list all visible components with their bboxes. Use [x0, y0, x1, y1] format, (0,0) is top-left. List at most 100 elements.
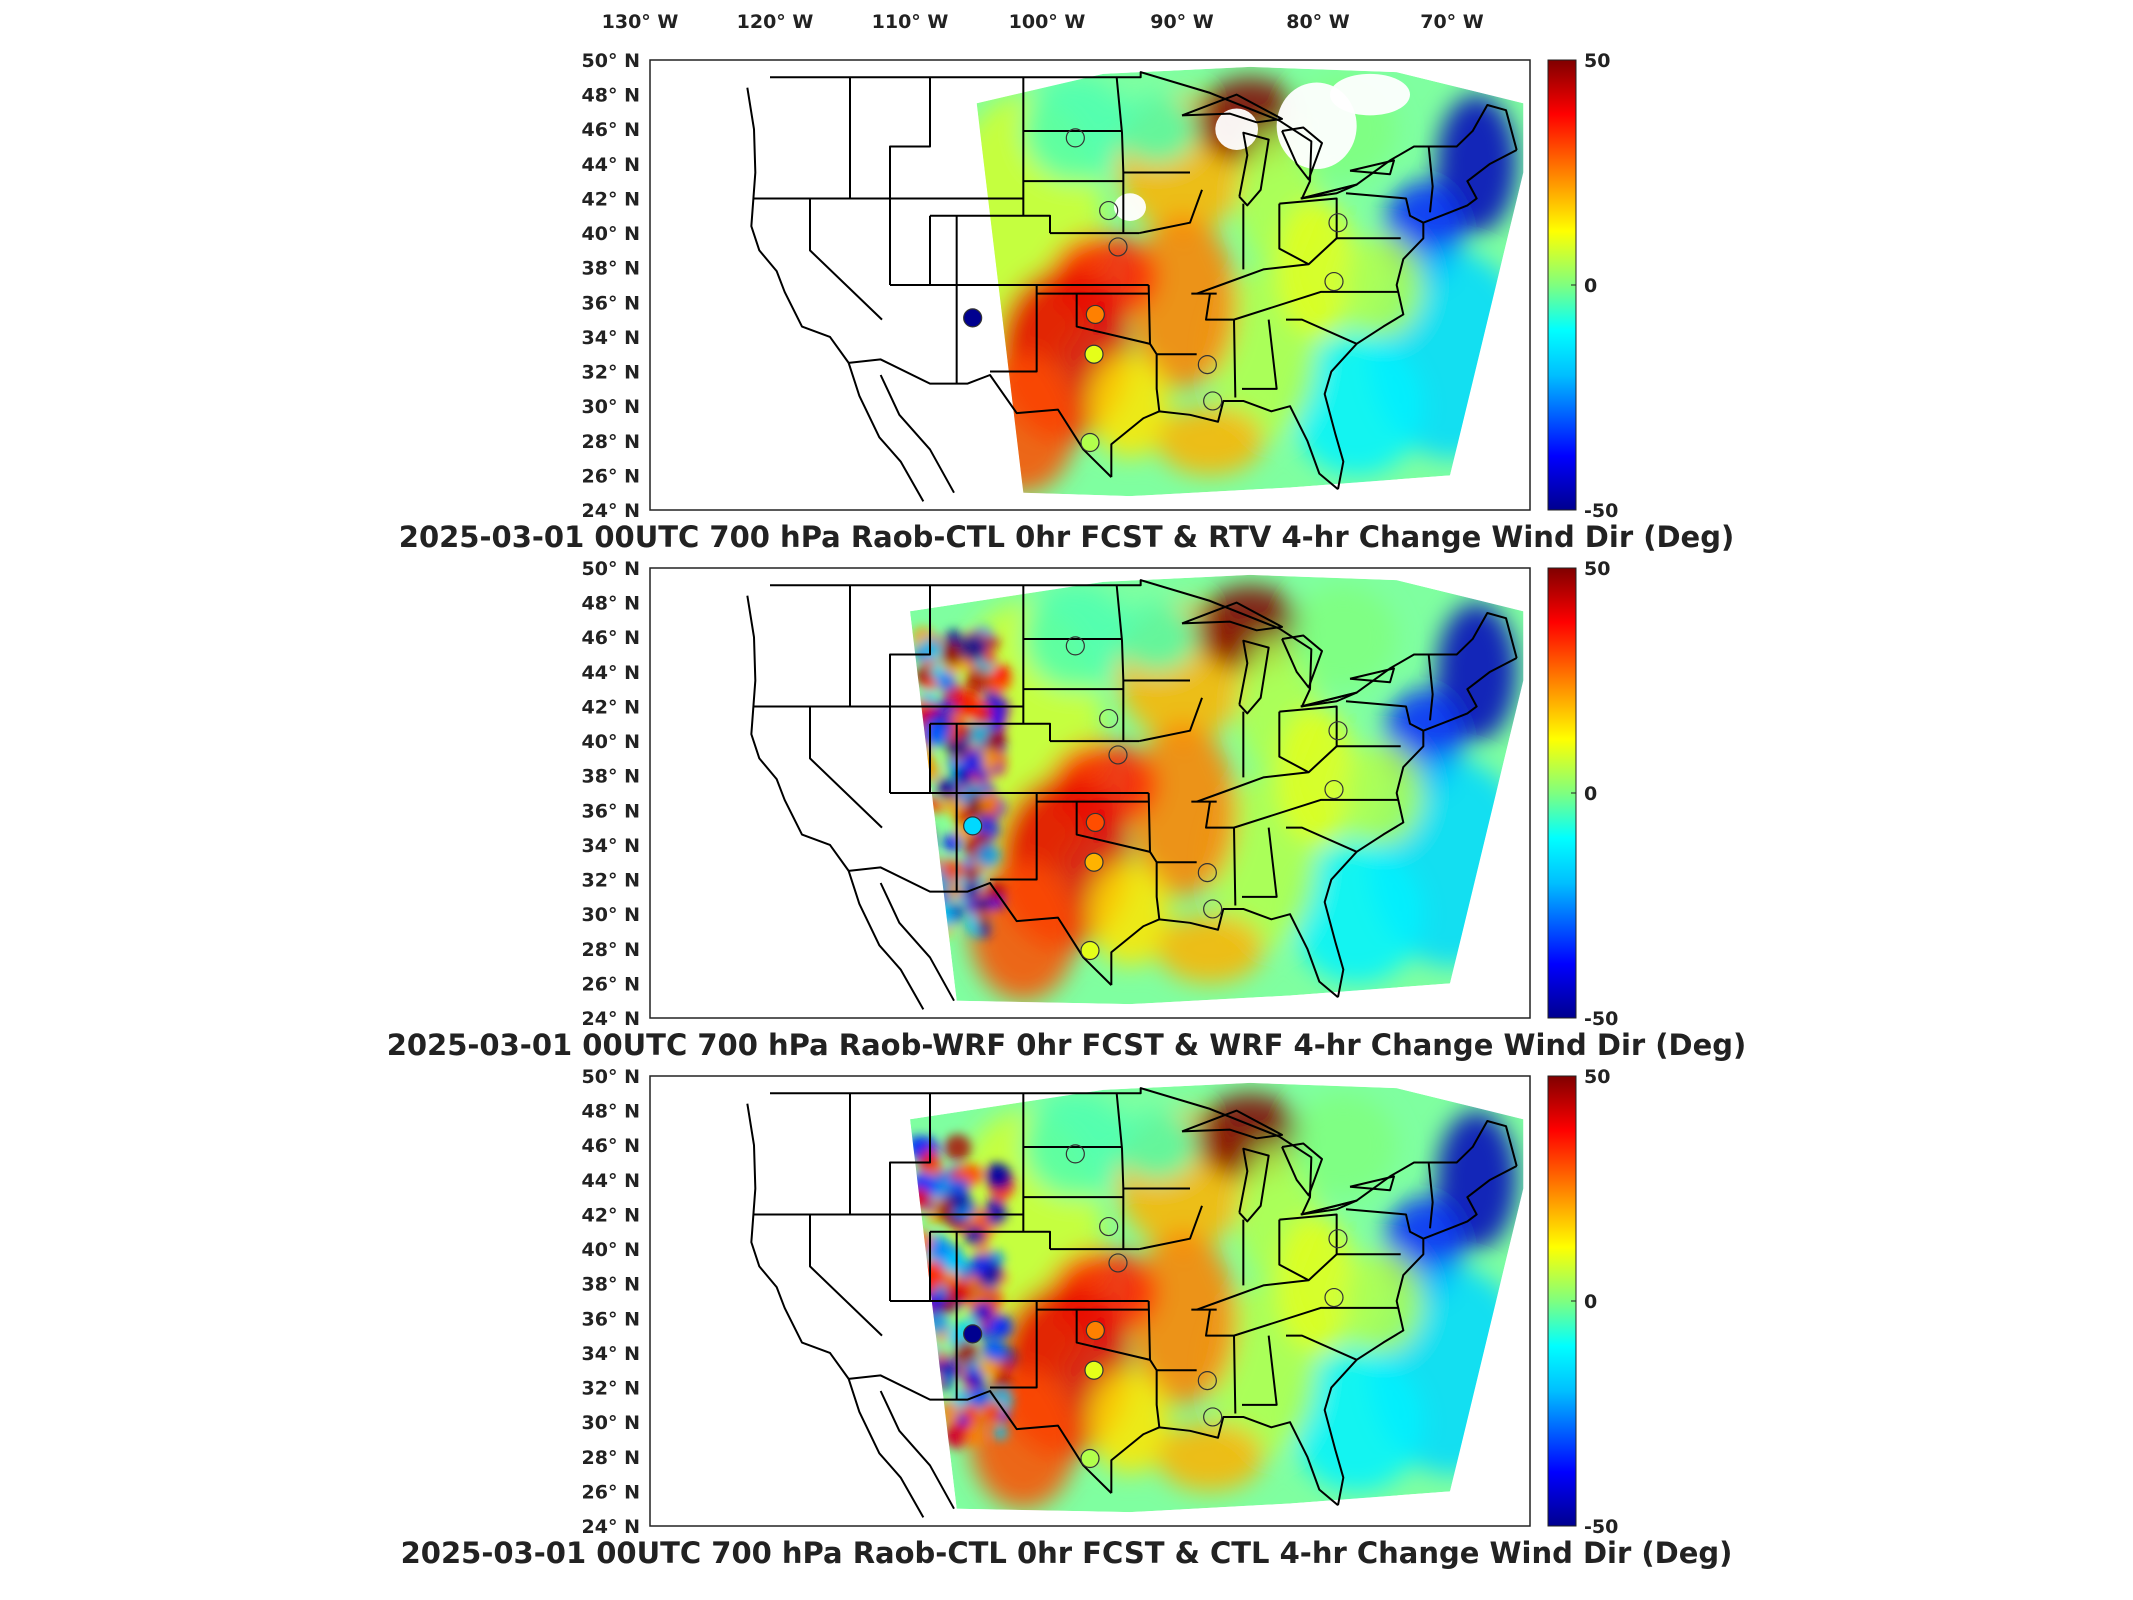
- state-boundary: [1278, 711, 1310, 774]
- lat-label: 48° N: [582, 1101, 640, 1123]
- map-panel: 50° N 48° N 46° N 44° N 42° N 40° N 38° N 36° N…: [582, 558, 1619, 1030]
- state-boundary: [990, 793, 1038, 881]
- lat-label: 38° N: [582, 766, 640, 788]
- lat-label: 36° N: [582, 292, 640, 314]
- latitude-axis: 50° N 48° N 46° N 44° N 42° N 40° N 38° N 36° N…: [582, 50, 640, 522]
- terrain-noise: [965, 1427, 985, 1448]
- map-frame: [649, 1075, 1531, 1527]
- mexico-border: [848, 358, 1113, 478]
- coastline: [847, 1378, 925, 1518]
- terrain-noise: [964, 1225, 985, 1247]
- state-boundary: [1286, 1334, 1358, 1361]
- terrain-noise: [927, 1172, 955, 1200]
- coastline: [1323, 657, 1518, 998]
- state-boundary: [1427, 1162, 1434, 1229]
- lat-label: 36° N: [582, 800, 640, 822]
- terrain-noise: [946, 1281, 970, 1305]
- raob-station-marker: [1080, 432, 1100, 453]
- field-blob: [1290, 336, 1424, 476]
- state-boundary: [1115, 1093, 1125, 1250]
- latitude-axis: 50° N 48° N 46° N 44° N 42° N 40° N 38° N 36° N…: [582, 1066, 640, 1538]
- state-boundary: [1205, 801, 1237, 906]
- terrain-noise: [975, 768, 989, 782]
- state-boundary: [1286, 826, 1358, 853]
- great-lake: [1349, 1175, 1395, 1192]
- lat-label: 34° N: [582, 327, 640, 349]
- terrain-noise: [993, 1425, 1009, 1441]
- terrain-noise: [953, 1339, 979, 1365]
- field-blob: [1090, 862, 1170, 967]
- field-blob: [1116, 94, 1197, 164]
- lat-label: 24° N: [582, 1008, 640, 1030]
- terrain-noise: [940, 642, 965, 666]
- field-blob: [1343, 233, 1424, 337]
- latitude-axis: 50° N 48° N 46° N 44° N 42° N 40° N 38° N 36° N…: [582, 558, 640, 1030]
- lon-label: 90° W: [1150, 11, 1214, 33]
- raob-station-marker: [1085, 812, 1105, 833]
- lat-label: 50° N: [582, 50, 640, 72]
- map-outlines: [746, 1087, 1518, 1518]
- map-panel: 50° N 48° N 46° N 44° N 42° N 40° N 38° N 36° N…: [582, 1066, 1619, 1538]
- terrain-noise: [943, 1421, 971, 1449]
- raob-station-marker: [1065, 636, 1085, 656]
- lat-label: 42° N: [582, 188, 640, 210]
- terrain-noise: [942, 833, 962, 852]
- state-boundary: [889, 1093, 931, 1215]
- raob-station-marker: [1203, 1407, 1223, 1427]
- terrain-noise: [921, 690, 936, 705]
- raob-station-marker: [963, 308, 983, 328]
- raob-station-marker: [1197, 355, 1217, 375]
- terrain-noise: [950, 1178, 970, 1197]
- mexico-border: [848, 1374, 1113, 1494]
- great-lake: [1238, 131, 1270, 207]
- state-boundary: [1345, 1208, 1424, 1240]
- lat-label: 44° N: [582, 154, 640, 176]
- lat-label: 34° N: [582, 835, 640, 857]
- lat-label: 30° N: [582, 396, 640, 418]
- colorbar-tick-label: -50: [1584, 1008, 1618, 1030]
- mexico-border: [848, 866, 1113, 986]
- raob-station-marker: [963, 1324, 983, 1344]
- terrain-noise: [992, 664, 1011, 683]
- lat-label: 24° N: [582, 500, 640, 522]
- state-boundary: [809, 1214, 883, 1337]
- terrain-noise: [968, 1253, 991, 1276]
- lat-label: 50° N: [582, 558, 640, 580]
- raob-station-marker: [1197, 1371, 1217, 1391]
- raob-station-marker: [1324, 1287, 1344, 1308]
- field-blob: [1343, 1249, 1424, 1353]
- panel-title-2: 2025-03-01 00UTC 700 hPa Raob-WRF 0hr FC…: [386, 1028, 1747, 1062]
- great-lake: [1238, 639, 1270, 715]
- state-boundary: [1115, 77, 1125, 234]
- great-lake: [1181, 601, 1283, 632]
- field-blob: [1090, 354, 1170, 459]
- field-blob: [1276, 706, 1357, 845]
- state-boundary: [1196, 1253, 1338, 1311]
- coastline: [879, 1390, 955, 1510]
- colorbar-tick-label: 50: [1584, 558, 1610, 580]
- terrain-noise: [973, 1210, 990, 1227]
- terrain-noise: [983, 651, 997, 665]
- lat-label: 42° N: [582, 1204, 640, 1226]
- colorbar-tick-label: 50: [1584, 50, 1610, 72]
- terrain-noise: [943, 796, 963, 816]
- terrain-noise: [936, 777, 956, 797]
- field-blob: [1090, 1370, 1170, 1475]
- raob-station-marker: [1099, 708, 1119, 729]
- lon-label: 110° W: [872, 11, 949, 33]
- state-boundary: [990, 1301, 1038, 1389]
- raob-station-marker: [1099, 1216, 1119, 1237]
- field-blob: [1290, 844, 1424, 984]
- coastline: [746, 1103, 850, 1380]
- raob-station-marker: [1324, 779, 1344, 800]
- state-boundary: [1233, 798, 1398, 829]
- raob-station-marker: [1099, 200, 1119, 221]
- coastline: [746, 87, 850, 364]
- raob-stations: [963, 1144, 1348, 1469]
- field-blob: [1436, 602, 1517, 742]
- state-boundary: [1233, 1306, 1398, 1337]
- state-boundary: [1205, 293, 1237, 398]
- lon-label: 70° W: [1420, 11, 1484, 33]
- state-boundary: [1075, 293, 1151, 345]
- great-lake: [1300, 691, 1358, 708]
